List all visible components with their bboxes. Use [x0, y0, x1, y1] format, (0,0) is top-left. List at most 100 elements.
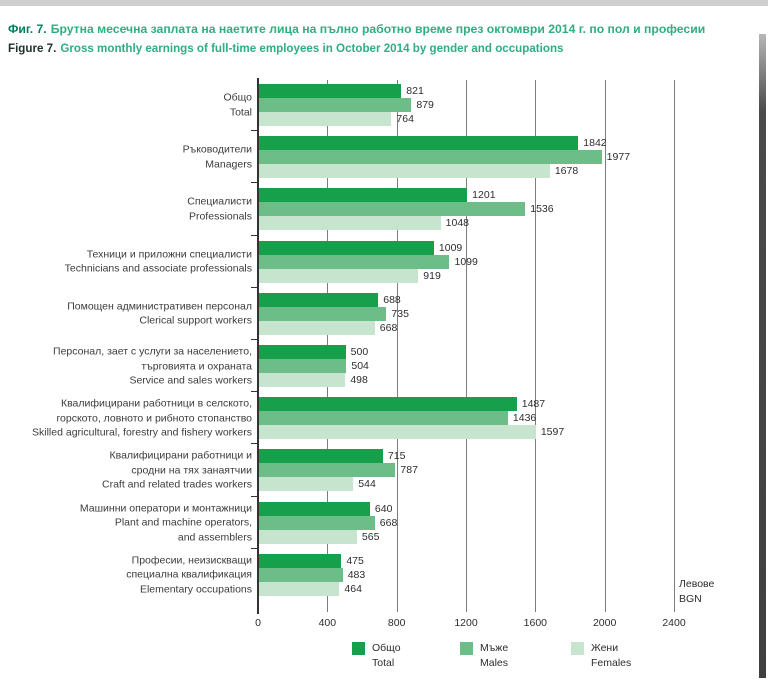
category-label-line: Ръководители	[182, 143, 252, 156]
bar-females	[259, 425, 536, 440]
bar-females	[259, 477, 354, 492]
figure-number-bg: Фиг. 7.	[8, 22, 47, 36]
bar-females	[259, 164, 550, 179]
bar-value-label: 483	[347, 568, 366, 581]
category-label-line: Помощен административен персонал	[67, 300, 252, 313]
category-label-line: Специалисти	[187, 195, 252, 208]
category-axis-tick	[251, 443, 258, 445]
bar-males	[259, 306, 387, 321]
bar-males	[259, 150, 602, 165]
category-label: Квалифицирани работници и сродни на тях з…	[0, 449, 252, 493]
category-label-line: Total	[229, 106, 252, 118]
bar-males	[259, 463, 396, 478]
category-axis-tick	[251, 547, 258, 549]
legend-swatch-males	[460, 642, 473, 655]
bar-total	[259, 292, 379, 307]
bar-value-label: 1842	[583, 137, 607, 150]
bar-value-label: 498	[350, 374, 368, 386]
bar-value-label: 1009	[438, 241, 463, 254]
bar-value-label: 1678	[554, 165, 579, 178]
category-label-line: Машинни оператори и монтажници	[79, 501, 252, 514]
bar-value-label: 1977	[606, 151, 631, 164]
category-label-line: Clerical support workers	[139, 314, 252, 327]
axis-unit-en: BGN	[679, 593, 702, 605]
category-label-line: Skilled agricultural, forestry and fishe…	[32, 426, 252, 439]
bar-males	[259, 98, 412, 112]
x-tick-label: 1600	[523, 617, 547, 629]
bar-total	[259, 188, 468, 203]
bar-value-label: 464	[344, 582, 362, 595]
bar-value-label: 565	[361, 530, 380, 543]
bar-value-label: 1099	[454, 255, 478, 268]
legend-label-males: Мъже Males	[480, 642, 509, 669]
category-label-line: Квалифицирани работници в селското,	[60, 397, 252, 410]
category-axis-tick	[251, 234, 258, 236]
bar-value-label: 475	[346, 554, 364, 567]
category-label-line: Персонал, зает с услуги за населението,	[53, 345, 252, 358]
category-axis-tick	[251, 182, 258, 184]
bar-value-label: 1597	[540, 426, 565, 439]
category-label: Квалифицирани работници в селското, горск…	[0, 396, 252, 440]
bar-total	[259, 240, 434, 255]
legend-swatch-females	[571, 642, 584, 655]
legend-label-females: Жени Females	[591, 642, 632, 669]
bar-value-label: 1536	[530, 203, 554, 216]
category-label-line: Plant and machine operators,	[114, 516, 252, 529]
figure-number-en: Figure 7.	[8, 42, 57, 55]
axis-unit-label: Левове BGN	[679, 577, 714, 607]
category-label-line: търговията и охраната	[141, 359, 252, 372]
gridline-1200	[466, 80, 467, 612]
category-label-line: Craft and related trades workers	[102, 478, 252, 491]
x-tick-label: 2000	[592, 617, 617, 629]
bar-total	[259, 397, 517, 412]
bar-males	[259, 359, 347, 373]
scan-top-edge	[0, 0, 768, 6]
bar-value-label: 764	[396, 113, 414, 125]
bar-females	[259, 112, 392, 126]
x-tick-label: 800	[387, 617, 406, 629]
bar-total	[259, 449, 383, 464]
bar-females	[259, 529, 357, 544]
category-label: Професии, неизискващи специална квалифика…	[0, 553, 252, 597]
figure-caption-en: Gross monthly earnings of full-time empl…	[60, 42, 564, 55]
category-axis-tick	[251, 495, 258, 497]
category-label-line: Managers	[205, 158, 252, 171]
scan-right-edge	[759, 34, 766, 678]
bar-value-label: 668	[379, 321, 398, 334]
gridline-800	[396, 80, 398, 612]
legend-item-total: Общо Total	[352, 641, 401, 671]
category-axis-tick	[251, 391, 258, 393]
figure-title-bg: Фиг. 7. Брутна месечна заплата на наетите…	[8, 20, 705, 39]
bar-males	[259, 515, 375, 530]
bar-females	[259, 373, 346, 387]
x-tick-label: 1200	[454, 617, 478, 629]
bar-value-label: 1436	[512, 412, 537, 425]
category-label: Специалисти Professionals	[0, 195, 252, 224]
category-label: Машинни оператори и монтажници Plant and …	[0, 501, 252, 545]
bar-males	[259, 254, 450, 269]
legend-swatch-total	[352, 642, 365, 655]
bar-females	[259, 581, 340, 596]
category-label: Ръководители Managers	[0, 143, 252, 172]
category-label-line: and assemblers	[177, 530, 252, 543]
category-axis-tick	[251, 286, 258, 288]
legend-item-females: Жени Females	[571, 641, 631, 671]
bar-total	[259, 84, 402, 98]
bar-males	[259, 411, 508, 426]
bar-value-label: 668	[379, 516, 398, 529]
bar-value-label: 504	[351, 360, 369, 372]
gridline-2000	[604, 80, 606, 612]
bar-value-label: 1487	[521, 398, 546, 411]
x-tick-label: 2400	[662, 617, 686, 629]
category-label-line: Техници и приложни специалисти	[86, 248, 252, 261]
legend-label-total: Общо Total	[372, 642, 401, 669]
axis-unit-bg: Левове	[679, 578, 715, 590]
bar-value-label: 640	[374, 502, 393, 515]
bar-value-label: 919	[423, 269, 441, 282]
category-axis-tick	[251, 339, 258, 340]
bar-females	[259, 216, 441, 231]
category-label-line: Професии, неизискващи	[131, 554, 252, 567]
category-axis-tick	[251, 130, 258, 132]
